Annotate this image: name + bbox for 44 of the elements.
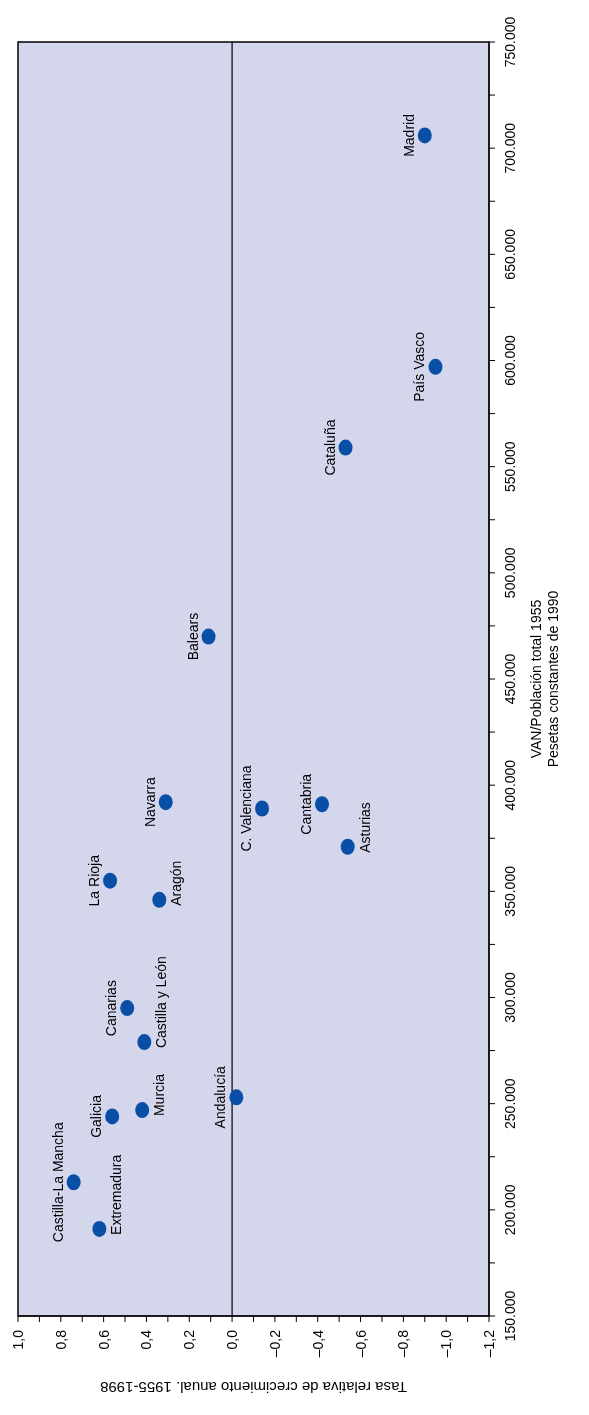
annotation: Andalucía xyxy=(212,1065,229,1129)
y-tick-label: 650.000 xyxy=(502,228,518,280)
x-tick-label: 0,6 xyxy=(95,1329,112,1350)
x-tick-label: 0,8 xyxy=(52,1329,69,1350)
annotation: Asturias xyxy=(356,802,373,853)
y-tick-label: 700.000 xyxy=(502,122,518,174)
x-tick-label: 0,4 xyxy=(138,1329,155,1350)
y-tick-label: 400.000 xyxy=(502,759,518,811)
y-tick-label: 150.000 xyxy=(502,1290,518,1342)
annotation: Canarias xyxy=(103,980,120,1037)
annotation: Castilla y León xyxy=(153,956,170,1049)
y-axis-title: VAN/Población total 1955 Pesetas constantes de 1990 xyxy=(528,590,561,768)
annotation: País Vasco xyxy=(411,331,428,402)
annotation: Cantabria xyxy=(298,773,315,835)
annotation: Extremadura xyxy=(108,1154,125,1235)
annotation: Navarra xyxy=(141,777,158,828)
annotation: Madrid xyxy=(400,114,417,157)
y-tick-label: 300.000 xyxy=(502,971,518,1023)
x-tick-label: 1,0 xyxy=(10,1329,26,1350)
annotation: C. Valenciana xyxy=(238,765,255,852)
y-tick-label: 450.000 xyxy=(502,653,518,705)
annotation: Aragón xyxy=(168,860,185,906)
y-tick-label: 750.000 xyxy=(502,16,518,68)
x-tick-label: –0,8 xyxy=(395,1329,412,1358)
annotation: Cataluña xyxy=(321,419,338,476)
x-tick-label: –0,4 xyxy=(309,1329,326,1358)
y-tick-label: 350.000 xyxy=(502,865,518,917)
annotation: Galicia xyxy=(88,1094,105,1138)
y-tick-label: 200.000 xyxy=(502,1184,518,1236)
annotation: Balears xyxy=(184,612,201,661)
annotation: La Rioja xyxy=(86,854,103,907)
y-tick-label: 550.000 xyxy=(502,441,518,492)
y-tick-label: 250.000 xyxy=(502,1078,518,1129)
x-tick-label: –1,2 xyxy=(481,1329,497,1358)
annotation: Murcia xyxy=(151,1073,168,1117)
y-tick-label: 600.000 xyxy=(502,334,518,386)
x-tick-label: –0,6 xyxy=(352,1329,369,1358)
y-tick-label: 500.000 xyxy=(502,547,518,599)
x-tick-label: –1,0 xyxy=(438,1329,455,1358)
x-tick-label: –0,2 xyxy=(266,1329,283,1358)
x-axis-title: Tasa relativa de crecimiento anual. 1955-1998 xyxy=(100,1379,407,1397)
annotation: Castilla-La Mancha xyxy=(49,1122,66,1243)
x-tick-label: 0,2 xyxy=(181,1329,198,1350)
x-tick-label: 0,0 xyxy=(224,1329,241,1350)
